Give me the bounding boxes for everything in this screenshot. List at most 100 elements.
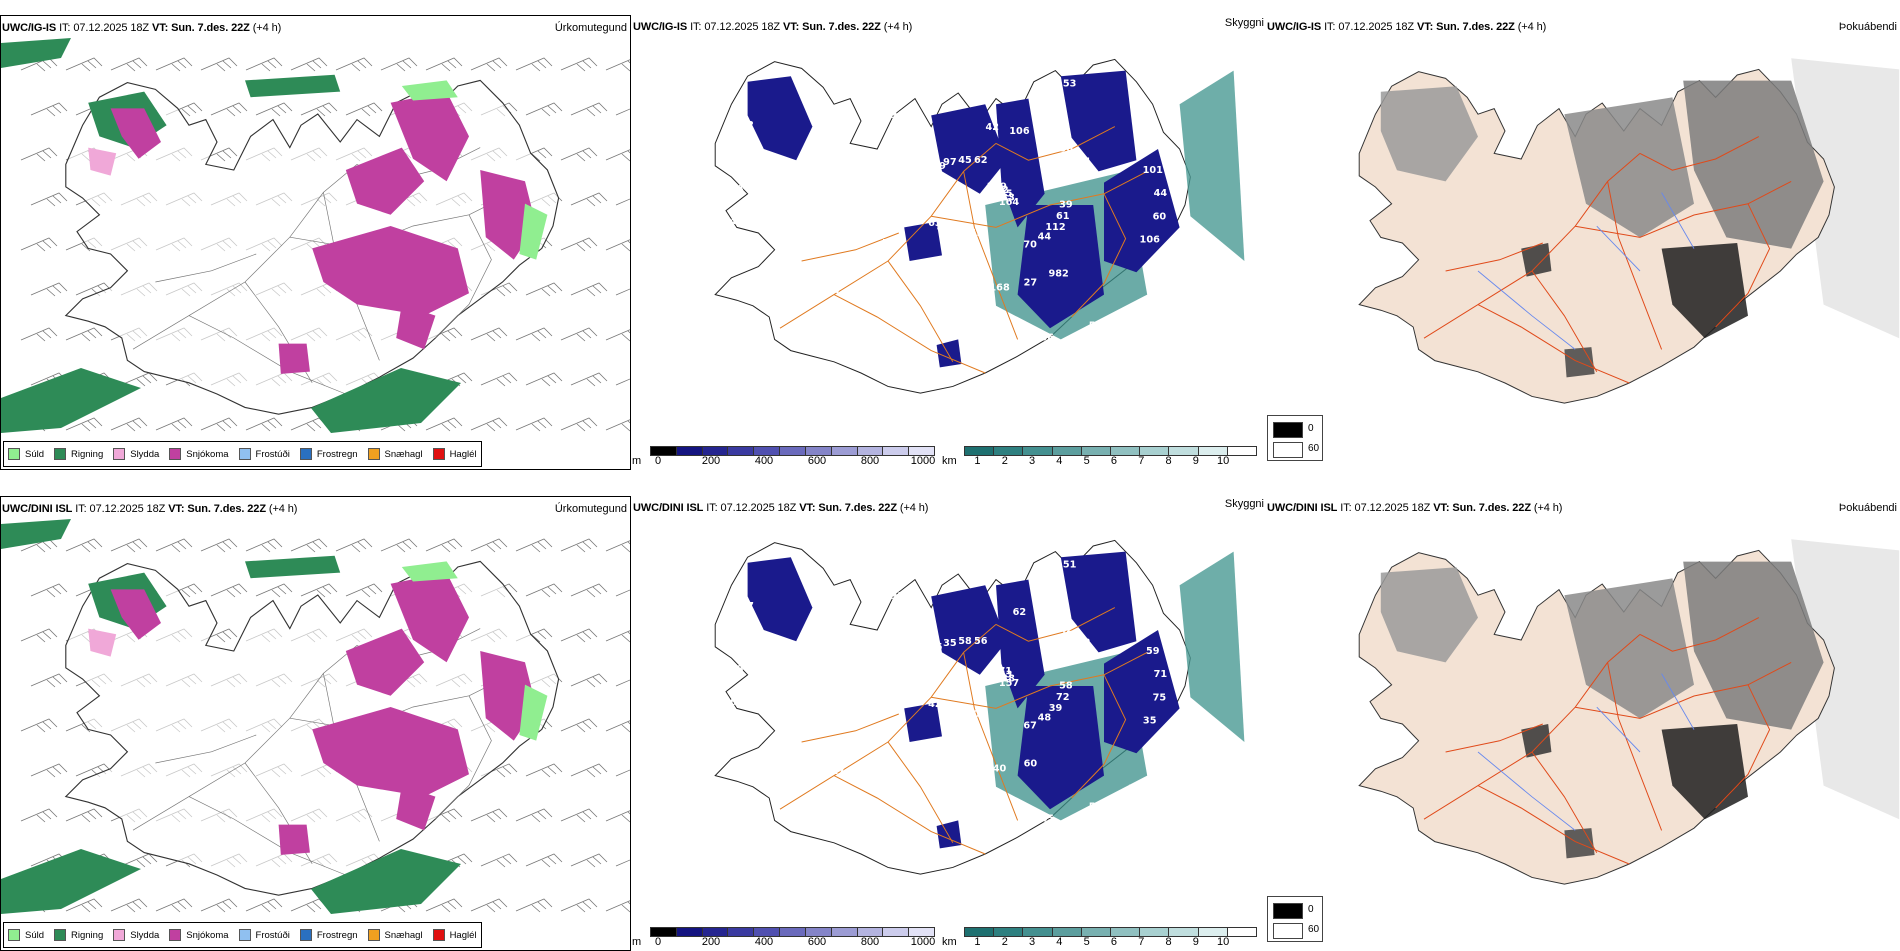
colorbar-cell (702, 928, 729, 936)
wind-barb (605, 149, 630, 162)
cloud-base-label: 44 (1038, 231, 1052, 242)
road-line (1607, 181, 1663, 350)
cloud-base-label: 74 (937, 703, 951, 714)
fog-legend-label: 0 (1308, 904, 1314, 915)
wind-barb (615, 859, 630, 867)
cloud-base-label: 64 (860, 122, 874, 133)
low-cloud-area (996, 579, 1045, 709)
cloud-base-label: 35 (943, 638, 957, 649)
valid-time-label: VT: (1433, 502, 1450, 514)
legend-item: Súld (8, 929, 44, 941)
wind-barb (570, 102, 608, 117)
panel-title: Þokuábendi (1838, 502, 1897, 514)
lead-time: (+4 h) (268, 503, 298, 515)
wind-barb (20, 808, 58, 823)
valid-time-label: VT: (799, 502, 816, 514)
cloud-base-label: 69 (1038, 133, 1052, 144)
legend-swatch (432, 929, 445, 941)
cloud-base-label: 31 (990, 663, 1004, 674)
road-line (1423, 634, 1641, 820)
wind-barb (380, 538, 418, 553)
colorbar-unit: km (942, 936, 957, 948)
colorbar-tick: 200 (701, 455, 721, 467)
wind-barb (470, 898, 508, 913)
init-time-value: 07.12.2025 18Z (720, 502, 797, 514)
wind-barb (570, 372, 608, 387)
cloud-base-label: 112 (1045, 222, 1065, 233)
fog-index-area (1564, 97, 1694, 238)
wind-barb (30, 763, 68, 778)
cloud-base-label: 60 (1024, 758, 1038, 769)
cloud-base-label: 97 (943, 157, 957, 168)
road-line (1607, 662, 1663, 831)
cloud-base-label: 67 (929, 281, 943, 292)
colorbar-cell (780, 928, 806, 936)
cloud-base-label: 55 (1089, 801, 1103, 812)
cloud-base-colorbar: m 0 200 400 600 800 1000 (632, 925, 935, 951)
low-cloud-area (904, 221, 942, 261)
panel-title: Úrkomutegund (554, 22, 627, 34)
cloud-base-label: 103 (966, 709, 986, 720)
wind-barb (470, 417, 508, 432)
precip-type-panel: UWC/DINI ISL IT: 07.12.2025 18Z VT: Sun.… (0, 496, 631, 951)
cloud-base-label: 50 (1060, 144, 1074, 155)
cloud-base-label: 67 (860, 603, 874, 614)
panel-title: Skyggni (1224, 498, 1264, 510)
wind-barb (345, 102, 383, 117)
low-cloud-area (996, 98, 1045, 228)
fog-index-area (1564, 578, 1694, 719)
wind-barb (525, 583, 563, 598)
wind-barb (245, 898, 283, 913)
wind-barb (560, 147, 598, 162)
legend-label: Frostúði (255, 929, 290, 941)
wind-barb (605, 900, 630, 913)
cloud-base-label: 34 (947, 707, 961, 718)
colorbar-cell (805, 928, 832, 936)
low-cloud-area (931, 585, 1007, 675)
wind-barb (615, 288, 630, 296)
colorbar-cell (1140, 447, 1170, 455)
cloud-base-label: 46 (1131, 302, 1145, 313)
panel-header: UWC/IG-IS IT: 07.12.2025 18Z VT: Sun. 7.… (2, 22, 281, 34)
cloud-base-label: 45 (857, 200, 871, 211)
road-line (1477, 304, 1630, 384)
wind-barb (20, 237, 58, 252)
model-name: UWC/IG-IS (633, 21, 688, 33)
colorbar-tick: 5 (1083, 455, 1090, 467)
lead-time: (+4 h) (1533, 502, 1563, 514)
cloud-base-label: 47 (937, 222, 951, 233)
river-line (1596, 225, 1641, 272)
wind-barb (570, 192, 608, 207)
legend-item: Frostregn (299, 448, 358, 460)
colorbar-tick: 6 (1110, 455, 1118, 467)
sea-fog-area (1179, 551, 1245, 742)
precip-area (345, 628, 425, 696)
precip-area (312, 707, 469, 797)
sea-fog-shade (1791, 539, 1900, 820)
colorbar-cell (1081, 928, 1112, 936)
precip-area (311, 368, 461, 433)
colorbar-unit: km (942, 455, 957, 467)
init-time-value: 07.12.2025 18Z (89, 503, 166, 515)
cloud-base-label: 72 (917, 167, 931, 178)
wind-barb (20, 628, 58, 643)
road-line (1575, 180, 1792, 238)
colorbar-cell (676, 447, 703, 455)
wind-barb (560, 538, 598, 553)
legend-swatch (113, 929, 126, 941)
precip-area (519, 684, 548, 741)
legend-item: Frostúði (238, 448, 290, 460)
colorbar-cell (702, 447, 729, 455)
wind-barb (470, 538, 508, 553)
cloud-base-label: 62 (995, 185, 1009, 196)
precip-area (345, 147, 425, 215)
cloud-base-label: 117 (795, 265, 815, 276)
colorbar-tick: 0 (654, 936, 662, 948)
wind-barb (470, 327, 508, 342)
colorbar-unit: m (632, 936, 642, 948)
panel-header: UWC/DINI ISL IT: 07.12.2025 18Z VT: Sun.… (1267, 502, 1562, 514)
road-line (1639, 136, 1760, 171)
legend-item: Slydda (113, 929, 159, 941)
road-line (779, 624, 997, 810)
legend-label: Rigning (71, 448, 104, 460)
